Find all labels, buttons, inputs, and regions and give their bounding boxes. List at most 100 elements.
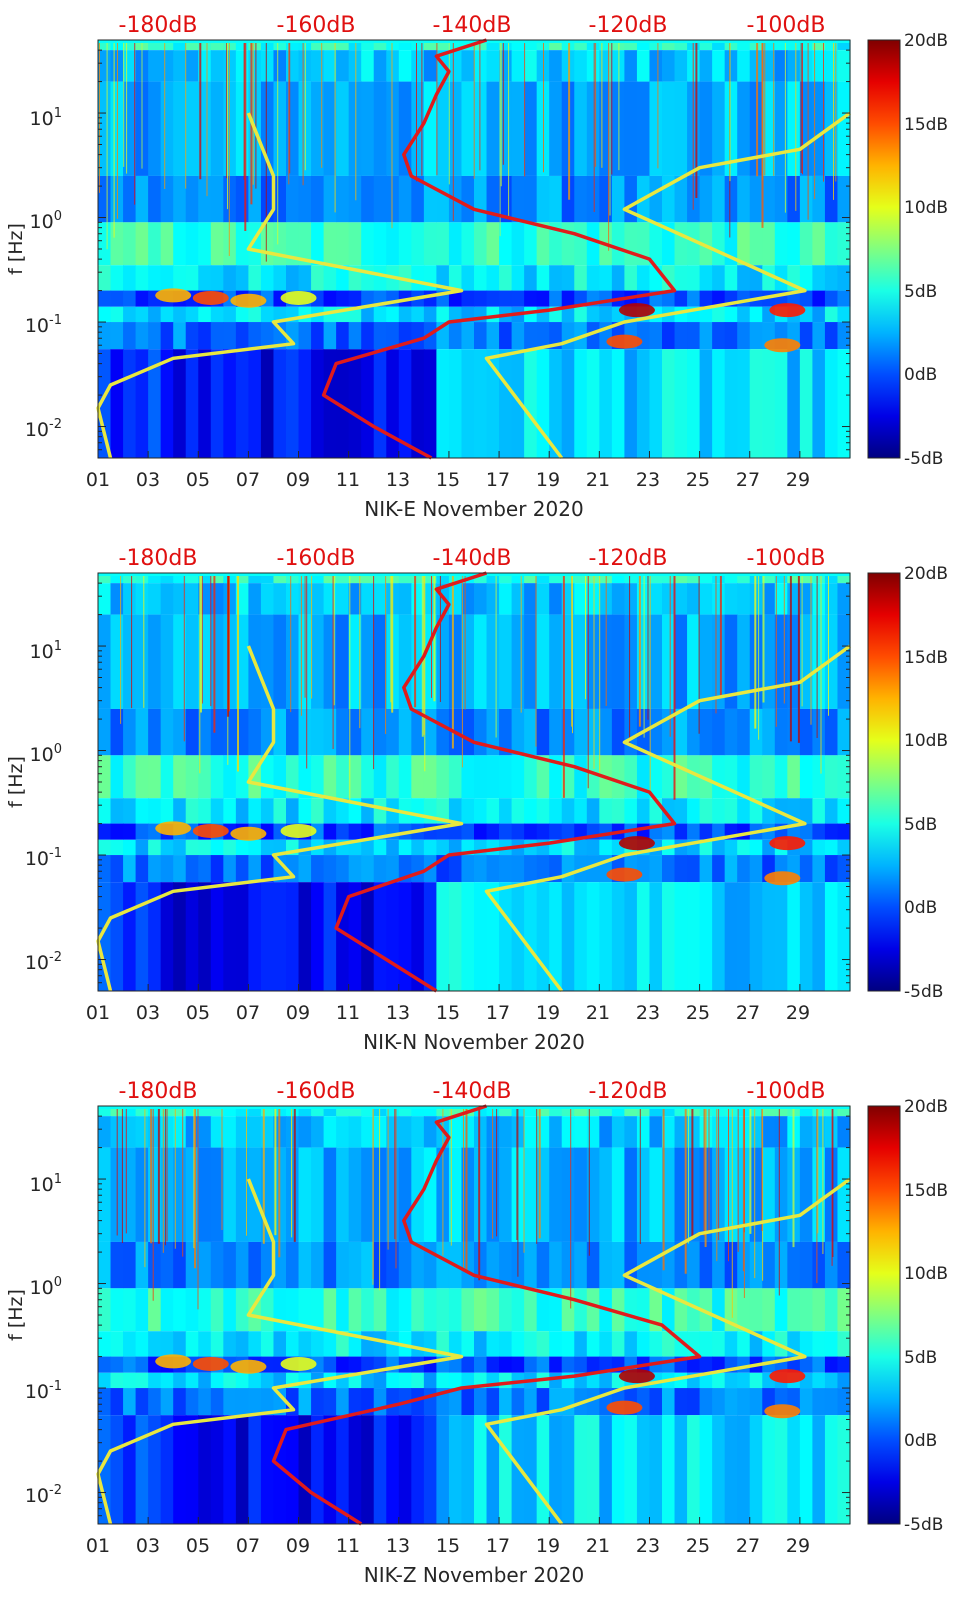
x-tick-label: 03 xyxy=(136,1002,160,1024)
y-axis-ticks xyxy=(98,572,850,992)
spectrogram-chart: -180dB -160dB -140dB -120dB -100dB 101 1… xyxy=(5,13,948,521)
x-tick-label: 15 xyxy=(436,469,460,491)
x-axis-ticks xyxy=(97,1517,801,1524)
noise-model-2-curve xyxy=(484,1177,852,1526)
noise-model-curve xyxy=(96,112,464,459)
top-scale-label: -180dB xyxy=(119,13,198,38)
x-tick-label: 03 xyxy=(136,469,160,491)
x-tick-label: 17 xyxy=(486,1002,510,1024)
x-tick-label: 01 xyxy=(86,469,110,491)
top-scale-label: -140dB xyxy=(433,13,512,38)
top-scale-label: -180dB xyxy=(119,546,198,571)
y-axis-ticks xyxy=(98,39,850,459)
colorbar-label: 0dB xyxy=(904,365,937,385)
x-tick-label: 23 xyxy=(636,1535,660,1557)
noise-model-curve xyxy=(96,645,464,992)
colorbar xyxy=(867,572,901,992)
x-tick-label: 11 xyxy=(336,469,360,491)
x-tick-label: 15 xyxy=(436,1535,460,1557)
x-tick-label: 29 xyxy=(786,1002,810,1024)
colorbar-label: 0dB xyxy=(904,1431,937,1451)
noise-model-2-curve xyxy=(484,644,852,993)
colorbar xyxy=(867,39,901,459)
y-tick-label: 100 xyxy=(30,1275,62,1299)
colorbar-label: -5dB xyxy=(904,982,943,1002)
x-tick-label: 13 xyxy=(386,1002,410,1024)
y-tick-label: 101 xyxy=(30,1172,62,1196)
panel-vertical: -180dB -160dB -140dB -120dB -100dB 101 1… xyxy=(0,1066,962,1599)
y-tick-label: 10-1 xyxy=(25,1379,62,1403)
colorbar-label: 5dB xyxy=(904,282,937,302)
colorbar-label: 5dB xyxy=(904,815,937,835)
spectrogram-image xyxy=(98,1106,851,1524)
x-axis-ticks xyxy=(97,984,801,991)
curve-layer xyxy=(96,38,852,460)
x-tick-label: 17 xyxy=(486,1535,510,1557)
x-tick-label: 25 xyxy=(686,1535,710,1557)
y-tick-label: 10-2 xyxy=(25,1483,62,1507)
colorbar-label: 10dB xyxy=(904,1264,948,1284)
x-tick-label: 25 xyxy=(686,469,710,491)
x-tick-label: 13 xyxy=(386,1535,410,1557)
top-scale-label: -120dB xyxy=(589,546,668,571)
colorbar-label: 15dB xyxy=(904,115,948,135)
x-tick-label: 05 xyxy=(186,1535,210,1557)
x-axis-title: NIK-Z November 2020 xyxy=(364,1563,584,1587)
colorbar-label: 10dB xyxy=(904,731,948,751)
x-tick-label: 01 xyxy=(86,1535,110,1557)
curve-layer xyxy=(96,1104,852,1526)
x-tick-label: 21 xyxy=(586,469,610,491)
noise-model-curve xyxy=(96,1178,464,1525)
x-tick-label: 27 xyxy=(736,469,760,491)
spectrum-curve xyxy=(321,38,677,460)
colorbar-label: -5dB xyxy=(904,1515,943,1535)
top-scale-label: -140dB xyxy=(433,1079,512,1104)
spectrogram-chart: -180dB -160dB -140dB -120dB -100dB 101 1… xyxy=(5,1079,948,1587)
top-scale-label: -100dB xyxy=(747,13,826,38)
y-axis-label: f [Hz] xyxy=(5,1289,27,1341)
colorbar-label: 20dB xyxy=(904,564,948,584)
spectrogram-chart: -180dB -160dB -140dB -120dB -100dB 101 1… xyxy=(5,546,948,1054)
x-tick-label: 17 xyxy=(486,469,510,491)
x-tick-label: 27 xyxy=(736,1535,760,1557)
x-tick-label: 09 xyxy=(286,469,310,491)
y-tick-label: 100 xyxy=(30,209,62,233)
panel-east: -180dB -160dB -140dB -120dB -100dB 101 1… xyxy=(0,0,962,533)
x-tick-label: 03 xyxy=(136,1535,160,1557)
y-tick-label: 10-1 xyxy=(25,846,62,870)
spectrum-curve xyxy=(271,1104,702,1526)
top-scale-label: -140dB xyxy=(433,546,512,571)
y-tick-label: 100 xyxy=(30,742,62,766)
x-tick-label: 05 xyxy=(186,469,210,491)
noise-model-2-curve xyxy=(484,111,852,460)
x-tick-label: 19 xyxy=(536,1535,560,1557)
top-scale-label: -160dB xyxy=(277,546,356,571)
top-scale-label: -120dB xyxy=(589,1079,668,1104)
top-scale-label: -160dB xyxy=(277,1079,356,1104)
y-tick-label: 10-2 xyxy=(25,417,62,441)
x-tick-label: 07 xyxy=(236,1002,260,1024)
colorbar-label: 10dB xyxy=(904,198,948,218)
x-axis-title: NIK-N November 2020 xyxy=(363,1030,585,1054)
x-tick-label: 27 xyxy=(736,1002,760,1024)
y-tick-label: 10-1 xyxy=(25,313,62,337)
top-scale-label: -100dB xyxy=(747,546,826,571)
x-tick-label: 13 xyxy=(386,469,410,491)
x-tick-label: 19 xyxy=(536,469,560,491)
x-axis-ticks xyxy=(97,451,801,458)
x-tick-label: 29 xyxy=(786,469,810,491)
colorbar-label: 20dB xyxy=(904,1097,948,1117)
y-axis-label: f [Hz] xyxy=(5,223,27,275)
colorbar-label: 15dB xyxy=(904,648,948,668)
y-tick-label: 10-2 xyxy=(25,950,62,974)
x-tick-label: 15 xyxy=(436,1002,460,1024)
y-tick-label: 101 xyxy=(30,106,62,130)
panel-north: -180dB -160dB -140dB -120dB -100dB 101 1… xyxy=(0,533,962,1066)
x-tick-label: 07 xyxy=(236,469,260,491)
x-tick-label: 19 xyxy=(536,1002,560,1024)
x-tick-label: 21 xyxy=(586,1535,610,1557)
colorbar xyxy=(867,1105,901,1525)
spectrum-curve xyxy=(334,571,677,993)
x-tick-label: 21 xyxy=(586,1002,610,1024)
x-tick-label: 09 xyxy=(286,1002,310,1024)
